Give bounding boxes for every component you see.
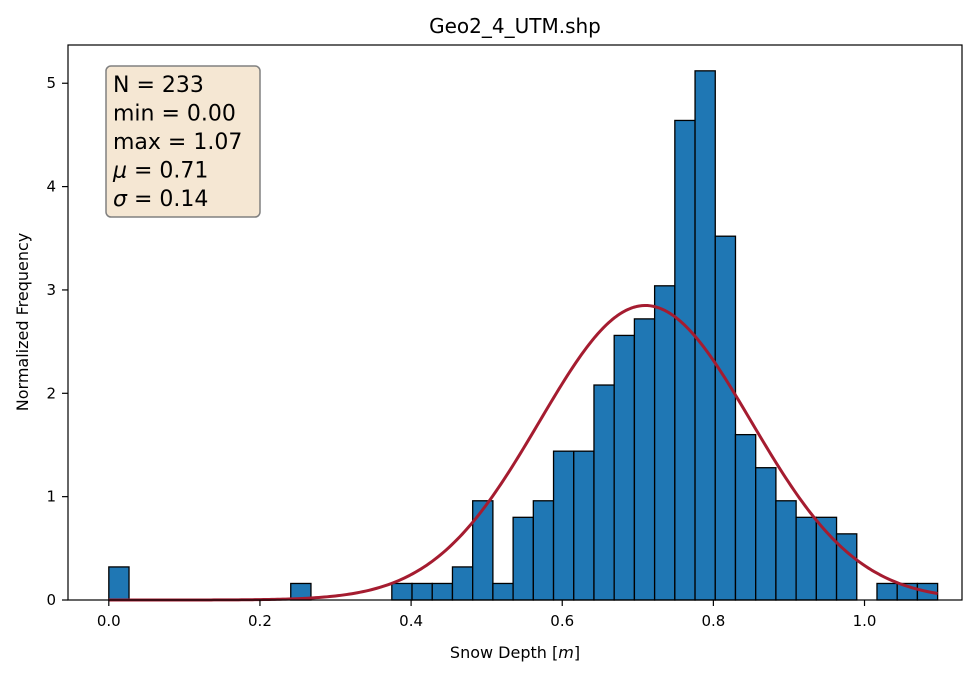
x-tick-label: 0.0 bbox=[97, 612, 121, 630]
histogram-bar bbox=[674, 119, 696, 601]
y-tick-label: 2 bbox=[46, 384, 56, 402]
x-tick-label: 0.6 bbox=[550, 612, 574, 630]
histogram-bar bbox=[532, 500, 555, 601]
y-tick-label: 0 bbox=[46, 591, 56, 609]
y-tick-label: 3 bbox=[46, 281, 56, 299]
plot-area bbox=[108, 70, 939, 602]
histogram-bar bbox=[775, 500, 797, 601]
stats-box-background bbox=[105, 65, 261, 218]
x-axis-label-unit: m bbox=[558, 643, 574, 662]
histogram-bar bbox=[734, 433, 757, 601]
y-tick-label: 5 bbox=[46, 74, 56, 92]
x-axis-label-bracket: ] bbox=[574, 643, 580, 662]
x-tick-label: 1.0 bbox=[853, 612, 877, 630]
histogram-bar bbox=[472, 500, 494, 601]
histogram-bar bbox=[876, 582, 898, 601]
histogram-bar bbox=[391, 582, 413, 601]
histogram-bar bbox=[411, 582, 433, 601]
axes-frame bbox=[67, 44, 963, 601]
x-axis-label-text: Snow Depth [ bbox=[450, 643, 558, 662]
histogram-bar bbox=[755, 467, 777, 601]
histogram-bar bbox=[714, 235, 737, 601]
histogram-bar bbox=[492, 582, 514, 601]
stats-line: N = 233 bbox=[113, 73, 204, 98]
histogram-bar bbox=[108, 566, 130, 601]
histogram-bar bbox=[552, 450, 575, 601]
histogram-bar bbox=[431, 582, 454, 601]
histogram-bar bbox=[451, 566, 474, 601]
y-tick-label: 4 bbox=[46, 178, 56, 196]
x-tick-label: 0.2 bbox=[248, 612, 272, 630]
histogram-bar bbox=[694, 70, 716, 601]
histogram-bar bbox=[633, 318, 656, 601]
x-tick-label: 0.8 bbox=[701, 612, 725, 630]
y-axis-label: Normalized Frequency bbox=[13, 233, 32, 411]
x-tick-label: 0.4 bbox=[399, 612, 423, 630]
stats-line: max = 1.07 bbox=[113, 130, 242, 155]
histogram-bar bbox=[573, 450, 595, 601]
stats-line: min = 0.00 bbox=[113, 102, 236, 127]
histogram-bar bbox=[795, 516, 817, 601]
stats-line: μ = 0.71 bbox=[112, 159, 208, 184]
stats-line: σ = 0.14 bbox=[113, 187, 208, 212]
histogram-bar bbox=[593, 384, 615, 601]
stats-box: N = 233 min = 0.00 max = 1.07 μ = 0.71 σ = 0… bbox=[105, 65, 261, 218]
y-tick-label: 1 bbox=[46, 488, 56, 506]
histogram-bar bbox=[653, 285, 676, 601]
axis-ticks: 0.0 0.2 0.4 0.6 0.8 1.0 0 1 2 3 4 5 bbox=[46, 74, 876, 630]
histogram-bar bbox=[613, 334, 636, 601]
chart-title: Geo2_4_UTM.shp bbox=[429, 14, 601, 38]
x-axis-label: Snow Depth [m] bbox=[450, 643, 580, 662]
histogram-bar bbox=[512, 516, 534, 601]
